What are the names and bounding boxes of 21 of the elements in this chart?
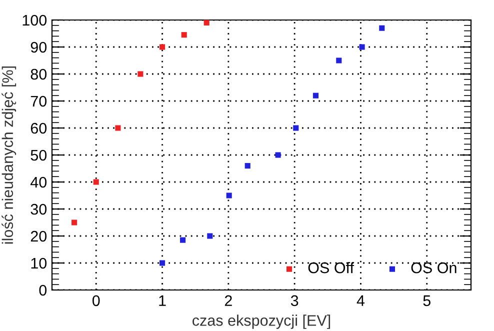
y-tick-label: 90 [30,42,47,53]
x-tick-label: 4 [356,295,365,306]
y-tick-label: 100 [22,14,47,26]
x-tick-label: 1 [159,295,166,306]
y-tick-label: 30 [30,204,47,215]
x-tick-label: 5 [423,295,430,306]
x-tick-label: 2 [224,295,232,306]
y-tick-label: 60 [30,122,47,134]
x-tick-label: 0 [92,295,100,306]
legend-label: OS Off [308,262,354,274]
y-tick-label: 50 [30,150,47,161]
y-tick-label: 80 [30,68,47,80]
x-axis-title: czas ekspozycji [EV] [192,314,330,329]
y-tick-label: 0 [39,284,47,296]
legend-label: OS On [411,262,456,274]
y-tick-label: 10 [31,258,47,269]
x-tick-label: 3 [290,295,298,306]
y-tick-label: 20 [30,230,47,242]
y-tick-label: 40 [30,176,47,188]
y-axis-title: ilość nieudanych zdjęć [%] [2,66,16,244]
y-tick-label: 70 [30,96,47,107]
